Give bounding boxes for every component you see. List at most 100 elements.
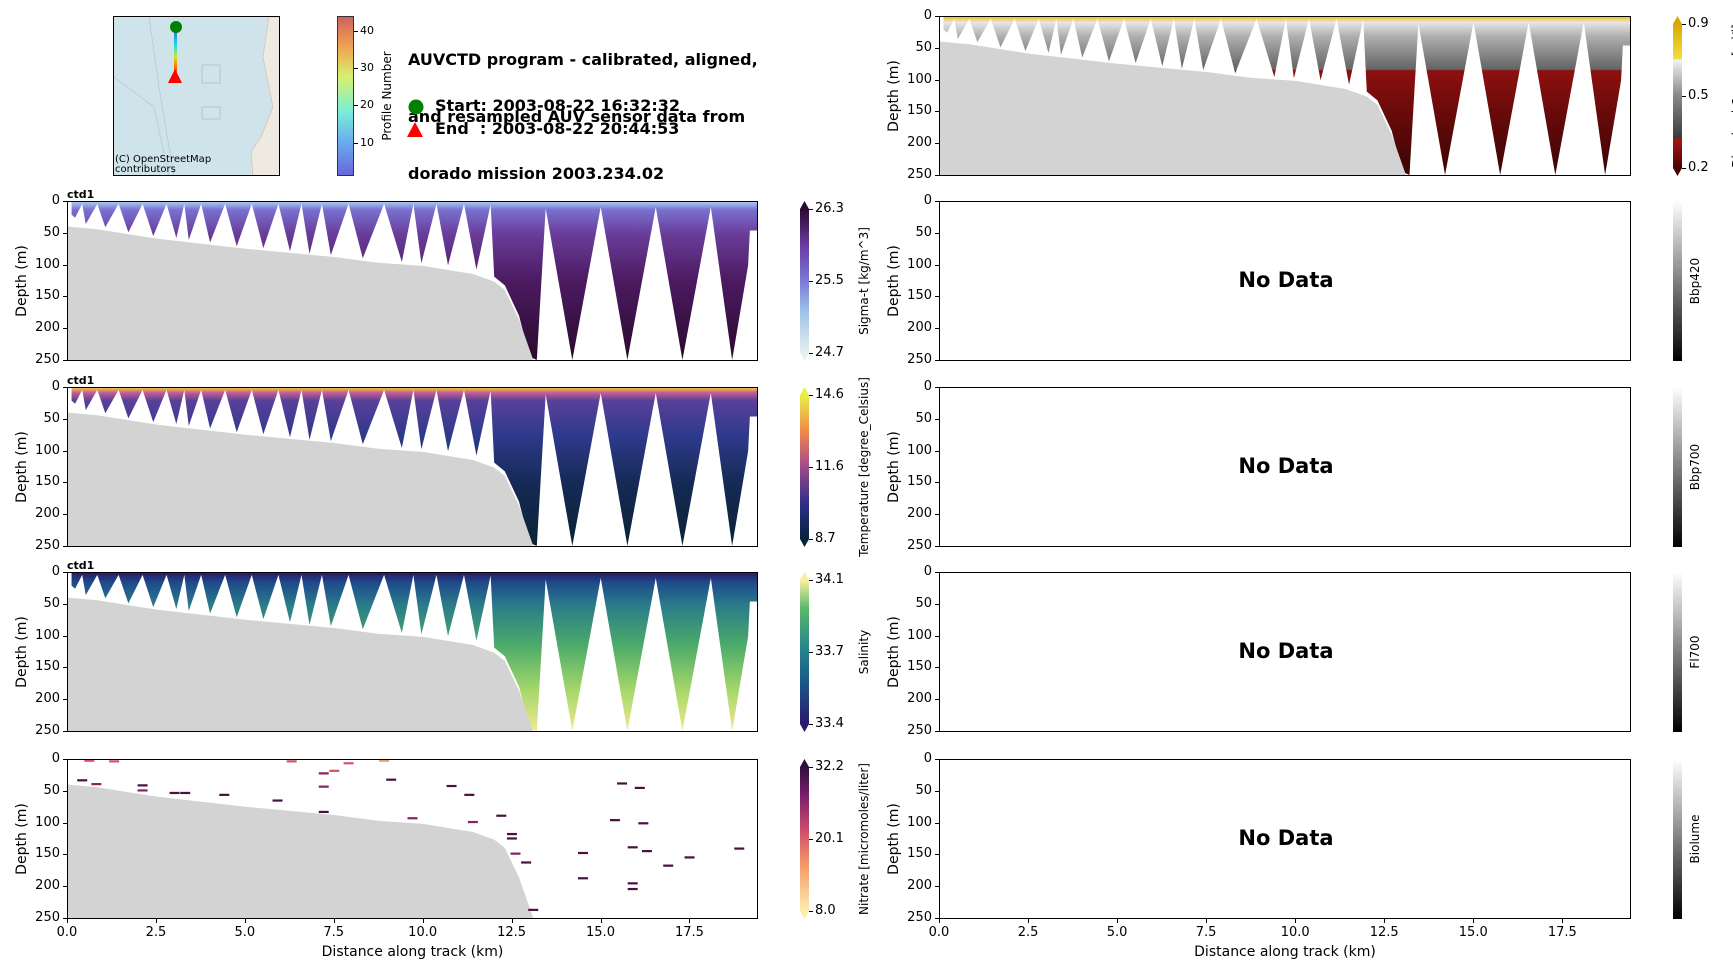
nitrate-sample	[84, 760, 95, 762]
y-tick	[935, 264, 939, 266]
colorbar-extend-max-icon	[800, 201, 809, 209]
y-tick-label: 250	[907, 723, 932, 738]
y-tick	[935, 387, 939, 388]
y-tick	[63, 450, 67, 452]
nitrate-sample	[180, 791, 191, 795]
nitrate-sample	[627, 882, 638, 885]
y-tick-label: 0	[923, 751, 932, 766]
sigmat-section-plot[interactable]	[67, 201, 758, 361]
colorbar-label: Biolume	[1688, 814, 1702, 864]
y-tick	[63, 418, 67, 420]
x-tick-label: 7.5	[323, 925, 345, 940]
y-tick	[63, 886, 67, 888]
bbp700-colorbar	[1673, 387, 1682, 547]
biolume-section-plot[interactable]: No Data	[939, 759, 1631, 919]
colorbar-tick	[1682, 24, 1686, 25]
end-label: End : 2003-08-22 20:44:53	[435, 119, 680, 138]
bbp420-section-plot[interactable]: No Data	[939, 201, 1631, 361]
y-tick	[935, 360, 939, 361]
colorbar-extend-max-icon	[800, 387, 809, 395]
nitrate-sample	[318, 772, 329, 775]
colorbar-tick	[354, 142, 358, 144]
salinity-section-plot[interactable]	[67, 572, 758, 732]
y-tick-label: 150	[907, 846, 932, 862]
colorbar-tick	[1682, 96, 1686, 97]
seafloor-bathymetry	[940, 41, 1406, 175]
y-tick	[63, 918, 67, 919]
colorbar-tick-label: 34.1	[815, 572, 844, 587]
nitrate-sample	[734, 847, 745, 850]
y-tick-label: 100	[35, 442, 60, 458]
y-tick	[63, 854, 67, 856]
bbp700-section-plot[interactable]: No Data	[939, 387, 1631, 547]
y-tick-label: 150	[35, 474, 60, 490]
y-tick-label: 150	[907, 103, 932, 119]
nitrate-sample	[506, 837, 517, 840]
x-tick	[244, 919, 246, 923]
x-tick	[1295, 919, 1297, 923]
y-axis-label: Depth (m)	[14, 431, 30, 503]
y-tick	[935, 731, 939, 732]
track-map[interactable]: (C) OpenStreetMap contributors	[113, 16, 280, 176]
title-line: AUVCTD program - calibrated, aligned,	[408, 50, 758, 69]
colorbar-extend-max-icon	[800, 572, 809, 580]
no-data-label: No Data	[1238, 639, 1334, 663]
nitrate-sample	[329, 769, 340, 772]
nitrate-sample	[510, 852, 521, 855]
colorbar-tick-label: 20.1	[815, 831, 844, 846]
nitrate-sample	[467, 820, 478, 824]
nitrate-sample	[521, 861, 532, 864]
y-tick	[63, 482, 67, 484]
nitrate-sample	[318, 810, 329, 814]
nitrate-sample	[407, 817, 418, 820]
y-tick-label: 100	[907, 627, 932, 643]
y-axis-label: Depth (m)	[886, 60, 902, 132]
reserve-area	[201, 64, 221, 84]
y-tick-label: 50	[43, 782, 60, 798]
instrument-label: ctd1	[67, 188, 95, 201]
y-tick	[935, 667, 939, 669]
salinity-colorbar	[800, 580, 809, 724]
nitrate-sample	[137, 789, 148, 792]
nitrate-sample	[627, 887, 638, 891]
y-tick	[935, 296, 939, 298]
boundary-line	[114, 17, 175, 175]
x-tick	[67, 919, 68, 923]
x-tick	[1384, 919, 1386, 923]
y-tick	[935, 514, 939, 516]
y-tick-label: 250	[35, 352, 60, 367]
x-tick	[1117, 919, 1119, 923]
colorbar-tick-label: 0.5	[1688, 88, 1709, 103]
colorbar-extend-min-icon	[800, 911, 809, 919]
colorbar-extend-icon	[799, 572, 810, 736]
y-tick	[63, 790, 67, 792]
y-tick	[63, 699, 67, 701]
instrument-label: ctd1	[67, 559, 95, 572]
nitrate-sample	[634, 786, 645, 790]
x-tick-label: 15.0	[586, 925, 615, 940]
y-tick	[63, 201, 67, 202]
y-tick	[935, 918, 939, 919]
title-line: dorado mission 2003.234.02	[408, 164, 665, 183]
y-axis-label: Depth (m)	[886, 245, 902, 317]
oxygen-section-plot[interactable]	[939, 16, 1631, 176]
x-tick	[422, 919, 424, 923]
x-tick	[689, 919, 691, 923]
colorbar-tick-label: 24.7	[815, 345, 844, 360]
map-canvas	[114, 17, 279, 175]
figure-title: AUVCTD program - calibrated, aligned, an…	[408, 12, 758, 221]
x-tick-label: 7.5	[1195, 925, 1217, 940]
y-tick	[935, 822, 939, 824]
y-tick-label: 100	[35, 814, 60, 830]
y-tick-label: 50	[915, 224, 932, 240]
profile-colorbar	[337, 16, 354, 176]
y-tick-label: 100	[907, 814, 932, 830]
colorbar-extend-icon	[1672, 16, 1683, 180]
temperature-section-plot[interactable]	[67, 387, 758, 547]
x-tick-label: 2.5	[145, 925, 167, 940]
plot-canvas	[68, 202, 757, 360]
fl700-section-plot[interactable]: No Data	[939, 572, 1631, 732]
nitrate-section-plot[interactable]	[67, 759, 758, 919]
nitrate-colorbar	[800, 767, 809, 911]
